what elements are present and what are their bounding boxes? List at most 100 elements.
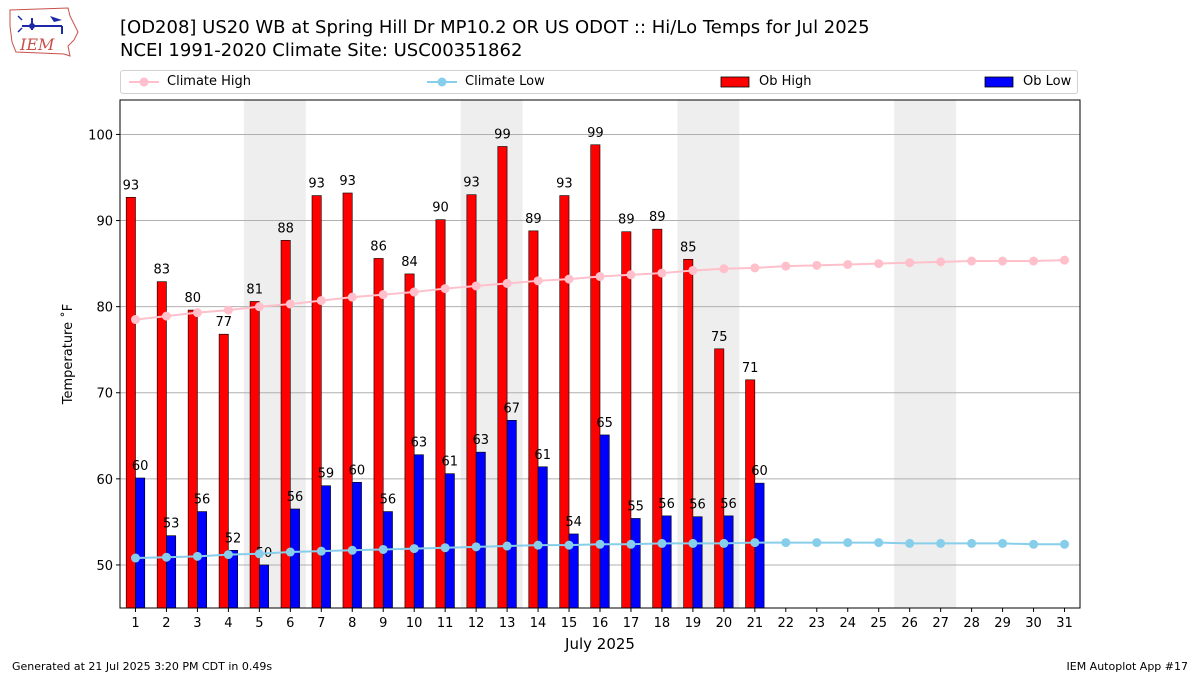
ob-low-bar (320, 485, 331, 609)
ob-low-label: 53 (163, 517, 180, 532)
climate-low-point (192, 551, 202, 561)
ob-high-label: 93 (556, 177, 573, 192)
y-tick-label: 60 (96, 473, 113, 488)
ob-high-bar (187, 309, 198, 609)
climate-low-point (936, 538, 946, 548)
climate-high-point (254, 302, 264, 312)
ob-low-bar (259, 564, 269, 609)
ob-high-bar (373, 258, 384, 609)
iem-logo: IEM (9, 7, 79, 57)
climate-low-point (316, 546, 326, 556)
x-tick-label: 8 (348, 616, 356, 631)
ob-low-label: 63 (473, 433, 490, 448)
ob-high-label: 71 (742, 361, 759, 376)
x-tick-label: 27 (932, 616, 949, 631)
climate-low-point (781, 538, 791, 548)
footer-generated: Generated at 21 Jul 2025 3:20 PM CDT in … (12, 660, 273, 673)
climate-high-point (750, 263, 760, 273)
ob-high-bar (621, 231, 632, 609)
climate-high-point (285, 299, 295, 309)
ob-low-label: 60 (132, 459, 149, 474)
climate-high-point (440, 284, 450, 294)
climate-high-point (874, 259, 884, 269)
ob-high-bar (683, 258, 694, 609)
ob-high-label: 85 (680, 240, 697, 255)
ob-low-label: 56 (720, 497, 737, 512)
ob-high-label: 81 (246, 282, 263, 297)
x-tick-label: 2 (162, 616, 170, 631)
y-tick-label: 90 (96, 215, 113, 230)
x-tick-label: 4 (224, 616, 232, 631)
footer-app: IEM Autoplot App #17 (1066, 660, 1189, 673)
x-tick-label: 6 (286, 616, 294, 631)
climate-high-point (936, 257, 946, 267)
ob-low-label: 56 (287, 490, 304, 505)
ob-low-label: 67 (503, 401, 520, 416)
climate-high-point (378, 290, 388, 300)
legend-ob-high-label: Ob High (759, 74, 812, 89)
ob-low-label: 65 (596, 416, 613, 431)
climate-low-point (254, 549, 264, 559)
climate-high-point (1029, 256, 1039, 266)
y-tick-label: 100 (88, 128, 113, 143)
climate-high-point (812, 260, 822, 270)
climate-low-point (750, 538, 760, 548)
climate-low-point (533, 540, 543, 550)
x-tick-label: 12 (468, 616, 485, 631)
legend-climate-low-label: Climate Low (465, 74, 545, 89)
climate-high-point (409, 287, 419, 297)
ob-low-label: 60 (751, 464, 768, 479)
x-tick-label: 14 (530, 616, 547, 631)
climate-low-point (471, 542, 481, 552)
climate-high-point (967, 256, 977, 266)
ob-low-label: 61 (534, 448, 551, 463)
climate-high-point (843, 259, 853, 269)
ob-low-label: 56 (658, 497, 675, 512)
ob-high-label: 93 (339, 174, 356, 189)
x-axis-label: July 2025 (564, 635, 635, 653)
ob-low-label: 55 (627, 499, 644, 514)
ob-high-bar (342, 192, 353, 609)
ob-low-label: 52 (225, 531, 242, 546)
y-tick-label: 80 (96, 301, 113, 316)
climate-low-point (161, 552, 171, 562)
climate-low-point (595, 539, 605, 549)
ob-high-bar (590, 144, 601, 609)
climate-high-point (1060, 255, 1070, 265)
climate-low-point (409, 544, 419, 554)
ob-low-bar (630, 518, 641, 609)
ob-low-label: 60 (349, 463, 366, 478)
climate-low-point (223, 550, 233, 560)
x-tick-label: 29 (994, 616, 1011, 631)
ob-low-bar (290, 508, 300, 609)
climate-high-point (347, 292, 357, 302)
climate-high-point (688, 265, 698, 275)
x-tick-label: 28 (963, 616, 980, 631)
ob-high-label: 88 (277, 221, 294, 236)
chart-subtitle: NCEI 1991-2020 Climate Site: USC00351862 (120, 40, 523, 61)
ob-high-label: 93 (463, 176, 480, 191)
x-tick-label: 15 (561, 616, 578, 631)
climate-low-point (874, 538, 884, 548)
climate-low-point (626, 539, 636, 549)
ob-low-bar (135, 477, 146, 609)
climate-low-point (1029, 539, 1039, 549)
x-tick-label: 19 (685, 616, 702, 631)
climate-low-point (1060, 539, 1070, 549)
climate-low-point (378, 544, 388, 554)
climate-low-point (130, 553, 140, 563)
ob-high-bar (745, 379, 756, 609)
ob-high-label: 80 (185, 291, 202, 306)
legend: Climate High Climate Low Ob High Ob Low (120, 70, 1078, 94)
legend-ob-low-label: Ob Low (1023, 74, 1072, 89)
weather-station-icon (17, 15, 63, 34)
ob-low-bar (413, 454, 424, 609)
x-tick-label: 25 (870, 616, 887, 631)
climate-low-point (502, 541, 512, 551)
climate-low-point (843, 538, 853, 548)
weekend-band (894, 100, 957, 608)
ob-low-label: 56 (194, 493, 211, 508)
climate-high-point (130, 315, 140, 325)
climate-low-point (347, 545, 357, 555)
ob-low-bar (692, 516, 703, 609)
